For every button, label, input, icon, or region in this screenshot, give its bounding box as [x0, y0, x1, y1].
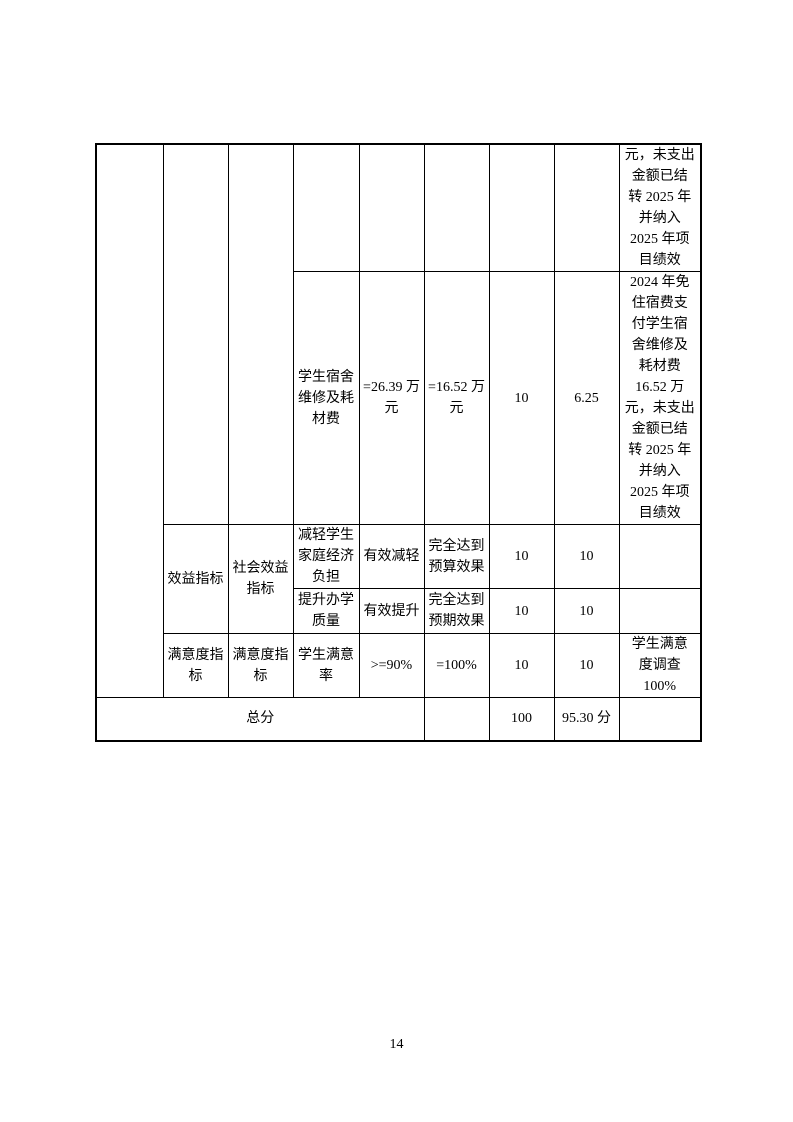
cell-actual-improve-quality: 完全达到 预期效果 — [423, 588, 490, 634]
cell-weight-improve-quality: 10 — [488, 588, 555, 634]
cell-weight-reduce-burden: 10 — [488, 524, 555, 589]
cell-target-dorm-repair: =26.39 万 元 — [358, 271, 425, 525]
table-row: 元，未支出 金额已结 转 2025 年 并纳入 2025 年项 目绩效 — [95, 143, 702, 698]
page-number: 14 — [389, 1037, 404, 1052]
cell-remark-dorm-repair: 2024 年免 住宿费支 付学生宿 舍维修及 耗材费 16.52 万 元，未支出… — [618, 271, 702, 525]
cell-indicator-reduce-burden: 减轻学生 家庭经济 负担 — [292, 524, 360, 589]
cell-left-category-continued — [95, 143, 164, 698]
cell-total-remark — [618, 697, 702, 741]
cell-score-dorm-repair: 6.25 — [553, 271, 620, 525]
cell-target-improve-quality: 有效提升 — [358, 588, 425, 634]
cell-remark-improve-quality — [618, 588, 702, 634]
cell-indicator-dorm-repair: 学生宿舍 维修及耗 材费 — [292, 271, 360, 525]
cell-level2-satisfaction: 满意度指 标 — [227, 633, 294, 698]
cell-level2-continued — [227, 143, 294, 525]
table-row: 效益指标 社会效益 指标 减轻学生 家庭经济 负担 有效减轻 完全达到 预算效果… — [96, 524, 702, 634]
cell-score-improve-quality: 10 — [553, 588, 620, 634]
cell-total-score: 95.30 分 — [553, 697, 620, 741]
cell-score-student-satisfaction: 10 — [553, 633, 620, 698]
cell-remark-reduce-burden — [618, 524, 702, 589]
cell-weight-dorm-repair: 10 — [488, 271, 555, 525]
cell-indicator-continued — [292, 143, 360, 272]
table-row: 学生宿舍 维修及耗 材费 =26.39 万 元 =16.52 万 元 10 6.… — [96, 271, 702, 525]
cell-level1-benefit: 效益指标 — [162, 524, 229, 634]
cell-total-label: 总分 — [95, 697, 425, 741]
cell-total-actual — [423, 697, 490, 741]
cell-level1-satisfaction: 满意度指 标 — [162, 633, 229, 698]
cell-actual-reduce-burden: 完全达到 预算效果 — [423, 524, 490, 589]
performance-score-table: 元，未支出 金额已结 转 2025 年 并纳入 2025 年项 目绩效 学生宿舍… — [95, 143, 702, 742]
cell-actual-student-satisfaction: =100% — [423, 633, 490, 698]
cell-level1-continued — [162, 143, 229, 525]
cell-indicator-student-satisfaction: 学生满意 率 — [292, 633, 360, 698]
cell-weight-student-satisfaction: 10 — [488, 633, 555, 698]
cell-target-reduce-burden: 有效减轻 — [358, 524, 425, 589]
cell-remark-student-satisfaction: 学生满意 度调查 100% — [618, 633, 702, 698]
cell-total-weight: 100 — [488, 697, 555, 741]
table-row: 总分 100 95.30 分 — [95, 697, 702, 741]
cell-indicator-improve-quality: 提升办学 质量 — [292, 588, 360, 634]
cell-target-continued — [358, 143, 425, 272]
cell-weight-continued — [488, 143, 555, 272]
cell-remark-carryover: 元，未支出 金额已结 转 2025 年 并纳入 2025 年项 目绩效 — [618, 143, 702, 272]
cell-actual-continued — [423, 143, 490, 272]
table-row: 满意度指 标 满意度指 标 学生满意 率 >=90% =100% 10 10 学… — [96, 633, 702, 698]
cell-actual-dorm-repair: =16.52 万 元 — [423, 271, 490, 525]
cell-score-reduce-burden: 10 — [553, 524, 620, 589]
cell-level2-social-benefit: 社会效益 指标 — [227, 524, 294, 634]
cell-target-student-satisfaction: >=90% — [358, 633, 425, 698]
cell-score-continued — [553, 143, 620, 272]
